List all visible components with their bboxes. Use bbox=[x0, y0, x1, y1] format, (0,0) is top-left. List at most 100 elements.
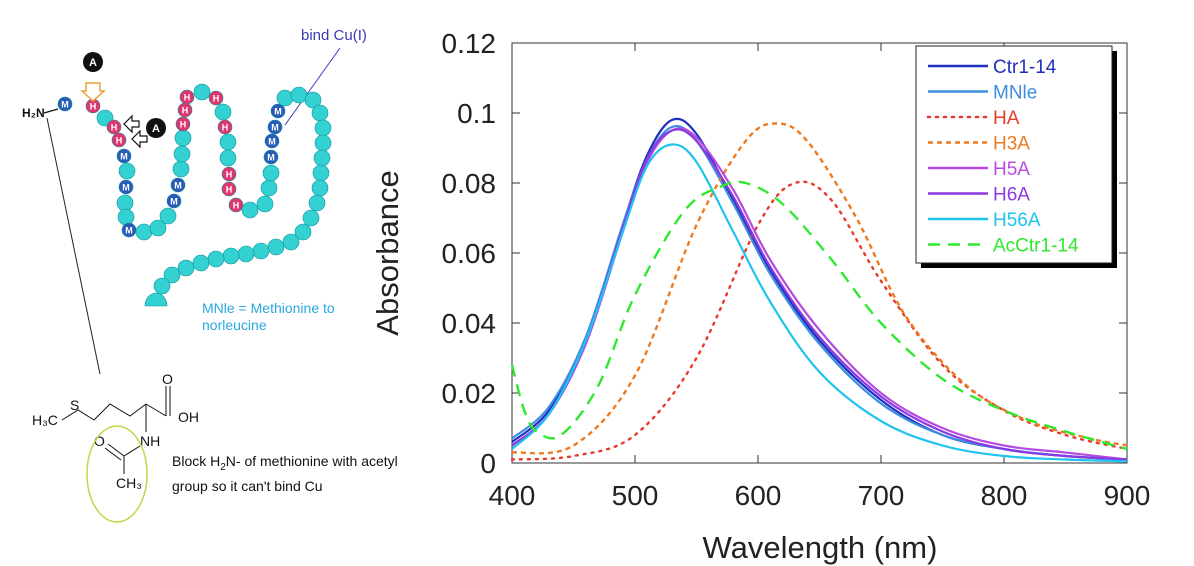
residue-bead bbox=[311, 179, 329, 197]
block-note-part: Block H bbox=[172, 453, 221, 469]
x-axis-label: Wavelength (nm) bbox=[703, 530, 938, 565]
histidine-letter: H bbox=[182, 106, 189, 116]
methionine-bead bbox=[264, 133, 280, 149]
bond bbox=[107, 443, 125, 457]
residue-bead bbox=[177, 259, 195, 277]
residue-bead bbox=[159, 207, 177, 225]
residue-bead bbox=[302, 209, 320, 227]
acetyl-highlight-ellipse bbox=[86, 425, 148, 523]
residue-bead bbox=[267, 238, 285, 256]
methionine-letter: M bbox=[267, 153, 275, 163]
residue-bead bbox=[192, 254, 210, 272]
residue-bead bbox=[252, 242, 270, 260]
hydroxyl-label: OH bbox=[178, 409, 199, 425]
residue-bead bbox=[314, 134, 332, 152]
histidine-bead bbox=[179, 89, 195, 105]
series-line-h56a bbox=[511, 143, 1128, 463]
residue-bead bbox=[237, 245, 255, 263]
orange-arrow-icon bbox=[80, 82, 106, 103]
histidine-letter: H bbox=[226, 185, 233, 195]
methionine-letter: M bbox=[61, 100, 69, 110]
legend: Ctr1-14 MNle HA H3A H5A H6A H56A AcCtr1-14 bbox=[915, 45, 1117, 268]
y-tick-label: 0.08 bbox=[442, 168, 497, 199]
marker-a-icon bbox=[83, 52, 103, 72]
legend-label-h5a: H5A bbox=[993, 159, 1030, 180]
x-tick-label: 700 bbox=[858, 480, 905, 511]
residue-bead bbox=[282, 233, 300, 251]
n-terminus-label: H₂N bbox=[22, 106, 45, 120]
histidine-letter: H bbox=[90, 102, 97, 112]
marker-a-icon bbox=[146, 118, 166, 138]
y-tick-label: 0.06 bbox=[442, 238, 497, 269]
residue-bead bbox=[241, 201, 259, 219]
residue-bead bbox=[290, 86, 308, 104]
histidine-bead bbox=[208, 90, 224, 106]
x-tick-label: 800 bbox=[981, 480, 1028, 511]
residue-bead bbox=[219, 149, 237, 167]
histidine-letter: H bbox=[180, 120, 187, 130]
histidine-letter: H bbox=[213, 94, 220, 104]
residue-bead bbox=[173, 145, 191, 163]
marker-a-label: A bbox=[89, 57, 97, 69]
oxygen-label: O bbox=[162, 371, 173, 387]
mnle-note: MNle = Methionine to norleucine bbox=[202, 300, 335, 333]
methionine-bead bbox=[116, 148, 132, 164]
acetyl-block-note: Block H2N- of methionine with acetyl gro… bbox=[172, 452, 412, 495]
n-terminus-bond bbox=[43, 108, 59, 114]
bond bbox=[145, 403, 167, 417]
methionine-bead bbox=[118, 179, 134, 195]
residue-bead bbox=[308, 194, 326, 212]
residue-bead bbox=[207, 250, 225, 268]
residue-bead bbox=[174, 129, 192, 147]
residue-bead bbox=[149, 219, 167, 237]
residue-bead bbox=[314, 119, 332, 137]
legend-items: Ctr1-14 MNle HA H3A H5A H6A H56A AcCtr1-14 bbox=[926, 57, 1079, 257]
histidine-bead bbox=[106, 119, 122, 135]
methionine-letter: M bbox=[274, 107, 282, 117]
acetyl-methionine-structure: S H₃C O OH NH O CH₃ bbox=[32, 371, 199, 523]
h3c-label: H₃C bbox=[32, 412, 58, 428]
series-lines bbox=[510, 117, 1129, 463]
x-tick-label: 900 bbox=[1104, 480, 1151, 511]
bond bbox=[123, 445, 141, 457]
legend-label-h6a: H6A bbox=[993, 185, 1030, 206]
legend-label-mnle: MNle bbox=[993, 83, 1037, 104]
residue-bead bbox=[116, 194, 134, 212]
y-tick-label: 0 bbox=[480, 448, 496, 479]
histidine-letter: H bbox=[226, 170, 233, 180]
series-line-acctr1-14 bbox=[510, 180, 1128, 451]
legend-label-acctr1-14: AcCtr1-14 bbox=[993, 236, 1079, 257]
legend-label-h3a: H3A bbox=[993, 134, 1030, 155]
residue-bead bbox=[311, 104, 329, 122]
y-tick-label: 0.1 bbox=[457, 98, 496, 129]
y-axis-label: Absorbance bbox=[370, 170, 405, 335]
block-note-subscript: 2 bbox=[220, 461, 226, 473]
methionine-letter: M bbox=[125, 226, 133, 236]
methionine-bead bbox=[166, 193, 182, 209]
bond bbox=[104, 447, 122, 461]
methionine-letter: M bbox=[268, 137, 276, 147]
histidine-letter: H bbox=[184, 93, 191, 103]
residue-bead bbox=[135, 223, 153, 241]
series-line-ha bbox=[510, 180, 1129, 461]
histidine-bead bbox=[217, 119, 233, 135]
methionine-bead bbox=[263, 149, 279, 165]
methionine-bead bbox=[267, 119, 283, 135]
residue-bead bbox=[313, 149, 331, 167]
residue-bead bbox=[193, 83, 211, 101]
methionine-letter: M bbox=[122, 183, 130, 193]
histidine-letter: H bbox=[222, 123, 229, 133]
bind-cu-note: bind Cu(I) bbox=[301, 27, 367, 44]
methionine-letter: M bbox=[271, 123, 279, 133]
anchor-bead bbox=[144, 292, 168, 307]
series-line-h3a bbox=[511, 122, 1128, 455]
legend-label-ctr1-14: Ctr1-14 bbox=[993, 57, 1057, 78]
residue-bead bbox=[262, 164, 280, 182]
methionine-bead bbox=[57, 96, 73, 112]
zoom-line bbox=[46, 117, 101, 375]
x-tick-label: 500 bbox=[612, 480, 659, 511]
residue-bead bbox=[219, 133, 237, 151]
y-tick-label: 0.02 bbox=[442, 378, 497, 409]
